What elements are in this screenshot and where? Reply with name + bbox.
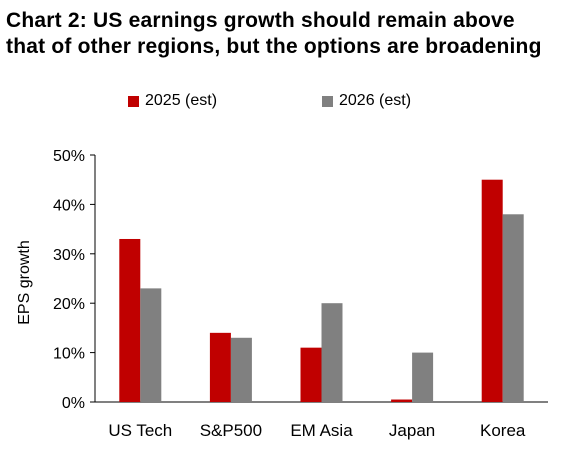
bar-2026-japan xyxy=(412,352,434,402)
bar-2025-us-tech xyxy=(119,238,141,402)
bar-2026-korea xyxy=(502,214,524,402)
bar-2025-s-p500 xyxy=(209,332,231,402)
chart-title: Chart 2: US earnings growth should remai… xyxy=(6,8,566,60)
x-tick-label: EM Asia xyxy=(290,421,353,440)
chart-title-line-2: that of other regions, but the options a… xyxy=(6,35,542,58)
bar-2026-em-asia xyxy=(321,303,343,402)
legend-swatch-2025 xyxy=(128,95,139,107)
y-tick-label: 10% xyxy=(53,346,85,363)
y-axis-title: EPS growth xyxy=(16,240,33,324)
x-tick-label: Korea xyxy=(480,421,526,440)
bar-2025-korea xyxy=(481,179,503,402)
x-tick-label: S&P500 xyxy=(200,421,262,440)
bar-2026-s-p500 xyxy=(230,337,252,402)
bar-2025-japan xyxy=(391,399,413,402)
legend-label-2025: 2025 (est) xyxy=(145,92,218,109)
bar-2026-us-tech xyxy=(140,288,162,402)
y-tick-label: 30% xyxy=(53,247,85,264)
legend-label-2026: 2026 (est) xyxy=(339,92,412,109)
bar-2025-em-asia xyxy=(300,347,322,402)
y-tick-label: 40% xyxy=(53,197,85,214)
y-tick-label: 0% xyxy=(62,395,85,412)
y-tick-label: 20% xyxy=(53,296,85,313)
chart-legend: 2025 (est) 2026 (est) xyxy=(0,92,567,116)
x-tick-label: US Tech xyxy=(108,421,172,440)
y-tick-label: 50% xyxy=(53,148,85,165)
legend-item-2025: 2025 (est) xyxy=(128,92,217,110)
legend-swatch-2026 xyxy=(322,95,333,107)
legend-item-2026: 2026 (est) xyxy=(322,92,411,110)
x-tick-label: Japan xyxy=(389,421,435,440)
chart-title-line-1: Chart 2: US earnings growth should remai… xyxy=(6,9,515,32)
